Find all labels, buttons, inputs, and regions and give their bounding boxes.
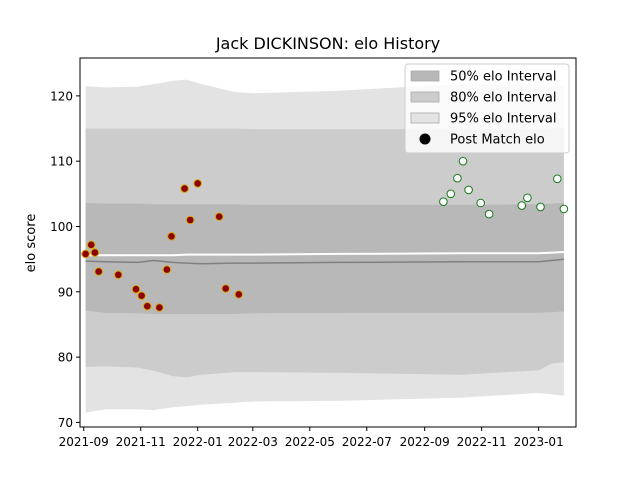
x-tick-label-2: 2021-11 <box>116 435 166 449</box>
post-match-elo-point-1-14 <box>193 179 202 188</box>
plot-content <box>81 79 569 413</box>
plot-area <box>81 79 569 413</box>
x-tick-label-8: 2022-11 <box>457 435 507 449</box>
legend-label-4: Post Match elo <box>450 133 545 148</box>
post-match-elo-point-1-8 <box>143 301 152 311</box>
chart-title: Jack DICKINSON: elo History <box>215 34 440 53</box>
post-match-elo-point-2-7 <box>484 209 494 219</box>
legend-swatch-1 <box>410 70 440 82</box>
legend-label-1: 50% elo Interval <box>450 70 557 85</box>
x-tick-label-5: 2022-05 <box>285 435 335 449</box>
post-match-elo-point-2-4 <box>458 156 468 166</box>
median-elo-line <box>85 258 564 265</box>
post-match-elo-point-1-2 <box>86 240 96 250</box>
post-match-elo-point-1-5 <box>114 270 123 280</box>
post-match-elo-point-2-9 <box>523 193 532 203</box>
post-match-elo-point-2-2 <box>446 189 456 199</box>
post-match-elo-point-2-11 <box>553 174 562 184</box>
axes-frame <box>79 57 577 428</box>
post-match-elo-point-2-5 <box>464 185 473 195</box>
post-match-elo-point-1-6 <box>131 284 141 294</box>
post-match-elo-point-1-10 <box>162 265 172 274</box>
legend-marker-4 <box>419 133 431 145</box>
y-tick-label-4: 100 <box>50 220 73 234</box>
post-match-elo-point-2-3 <box>453 173 462 183</box>
post-match-elo-point-1-12 <box>180 184 189 193</box>
y-tick-label-3: 90 <box>58 285 73 299</box>
y-tick-label-1: 70 <box>58 416 73 430</box>
x-tick-label-6: 2022-07 <box>342 435 392 449</box>
y-tick-label-6: 120 <box>50 89 73 103</box>
post-match-elo-point-1-15 <box>214 212 224 221</box>
post-match-elo-point-2-10 <box>536 202 545 212</box>
legend-swatch-2 <box>410 91 440 103</box>
mean-elo-line <box>85 251 564 257</box>
post-match-elo-point-1-7 <box>137 291 146 301</box>
legend-swatch-3 <box>410 112 440 124</box>
y-axis-label: elo score <box>24 214 39 273</box>
post-match-elo-point-1-16 <box>221 284 230 293</box>
legend-label-2: 80% elo Interval <box>450 91 557 106</box>
post-match-elo-point-2-12 <box>559 204 569 214</box>
post-match-elo-point-2-1 <box>439 197 448 206</box>
post-match-elo-point-1-3 <box>90 248 100 257</box>
y-tick-label-5: 110 <box>50 155 73 169</box>
post-match-elo-point-2-8 <box>517 201 527 210</box>
post-match-elo-point-2-6 <box>476 198 486 208</box>
post-match-elo-point-1-4 <box>94 267 103 276</box>
x-tick-label-9: 2023-01 <box>514 435 564 449</box>
x-tick-label-3: 2022-01 <box>173 435 223 449</box>
x-tick-label-7: 2022-09 <box>400 435 450 449</box>
post-match-elo-point-1-9 <box>155 303 164 312</box>
axes: 2021-09 2021-11 2022-01 2022-03 2022-05 2022-… <box>50 89 564 449</box>
post-match-elo-point-1-1 <box>81 249 90 259</box>
y-tick-label-2: 80 <box>58 351 73 365</box>
post-match-elo-point-1-13 <box>185 215 195 225</box>
legend: 50% elo Interval 80% elo Interval 95% elo … <box>404 63 570 154</box>
legend-box <box>404 63 570 154</box>
post-match-elo-point-1-11 <box>167 232 176 241</box>
band-50-elo-interval <box>85 203 564 314</box>
x-tick-label-4: 2022-03 <box>228 435 278 449</box>
post-match-elo-point-1-17 <box>234 290 244 299</box>
x-tick-label-1: 2021-09 <box>59 435 109 449</box>
legend-label-3: 95% elo Interval <box>450 112 557 127</box>
